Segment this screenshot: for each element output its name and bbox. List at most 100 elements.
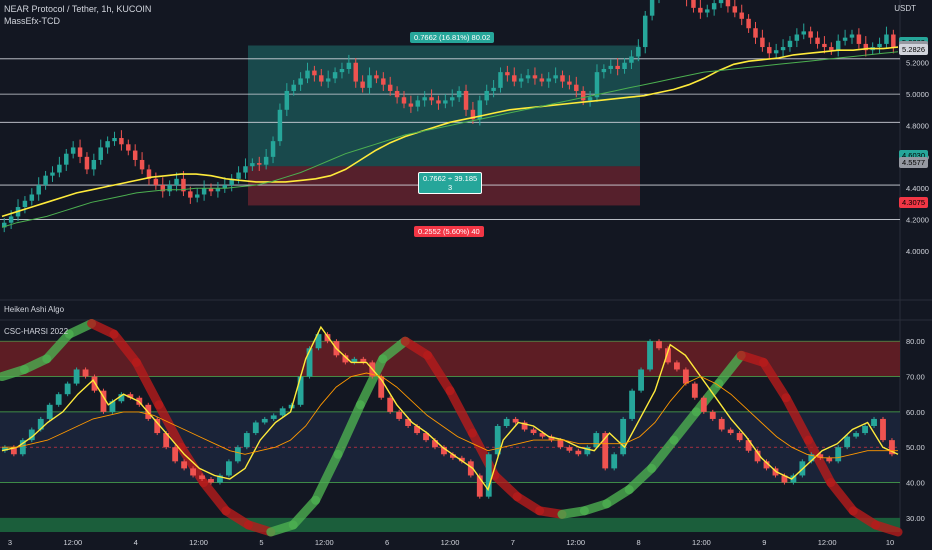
candle-body [84,156,90,170]
trend-wave-segment [109,329,141,367]
candle-body [560,75,565,82]
time-tick-label: 10 [886,538,894,547]
candle-body [525,75,531,79]
candle-body [215,188,221,192]
candle-body [608,65,614,70]
candle-body [718,0,724,4]
candle-body [787,40,793,48]
time-tick-label: 12:00 [692,538,711,547]
oscillator-candle-body [745,440,752,451]
trend-wave-segment [199,478,231,516]
time-tick-label: 12:00 [566,538,585,547]
oscillator-candle-body [862,426,868,434]
oscillator-candle-body [853,433,860,437]
price-tick-label: 4.8000 [906,121,929,130]
signal-line [2,372,898,459]
oscillator-tick-label: 40.00 [906,479,925,488]
candle-body [470,109,476,120]
trend-wave-segment [803,435,836,488]
candle-body [339,69,345,73]
oscillator-candle-body [190,468,196,476]
target-zone[interactable] [248,45,640,167]
candle-body [829,47,834,51]
candle-body [698,7,703,13]
position-label[interactable]: 0.7662 ÷ 39.185 3 [418,172,483,194]
candle-body [270,141,276,157]
oscillator-candle-body [548,436,555,441]
trend-wave-segment [288,495,321,530]
candle-body [332,72,338,79]
oscillator-candle-body [378,376,385,398]
candle-body [160,185,166,192]
candle-body [739,12,744,19]
oscillator-candle-body [584,447,591,455]
stop-label[interactable]: 0.2552 (5.60%) 40 [414,226,484,237]
candle-body [126,144,131,151]
candle-body [622,62,627,70]
oscillator-candle-body [656,341,662,349]
oscillator-candle-body [414,426,420,434]
symbol-title: NEAR Protocol / Tether, 1h, KUCOIN [4,4,152,14]
price-tick-label: 5.2000 [906,59,929,68]
oscillator-candle-body [539,433,546,437]
candle-body [236,172,241,179]
trend-wave-segment [333,400,365,459]
candle-body [250,163,255,167]
candle-body [36,185,41,195]
oscillator-candle-body [252,422,259,434]
oscillator-candle-body [64,383,71,395]
oscillator-candle-body [37,418,44,430]
oscillator-candle-body [100,390,107,412]
trend-wave-segment [871,520,903,537]
candle-body [401,97,407,104]
candle-body [518,78,524,82]
oscillator-candle-body [342,355,349,363]
candle-body [567,81,572,85]
oscillator-candle-body [243,433,250,448]
candle-body [201,188,207,195]
oscillator-candle-body [682,369,689,384]
oscillator-band [0,517,900,532]
candle-body [815,37,820,44]
candle-body [153,178,159,186]
candle-body [325,78,331,82]
position-label-qty: 3 [448,183,453,192]
oscillator-candle-body [566,447,573,451]
trend-wave-segment [781,393,813,445]
trend-wave-segment [311,449,343,505]
candle-body [367,75,372,88]
time-tick-label: 12:00 [315,538,334,547]
candle-body [546,78,551,82]
candle-body [532,75,538,79]
price-badge: 4.5577 [899,157,928,169]
candle-body [263,156,269,165]
time-tick-label: 3 [8,538,12,547]
candle-body [429,97,434,101]
price-badge: 4.6030 [899,150,928,162]
oscillator-candle-body [817,454,824,458]
trend-wave-segment [759,357,791,403]
candle-body [319,75,324,82]
oscillator-candle-body [306,348,313,377]
currency-label: USDT [894,4,916,13]
candle-body [381,78,386,85]
trend-wave-segment [826,478,858,516]
oscillator-candle-body [387,397,394,412]
candle-body [491,87,496,91]
candle-body [629,56,634,63]
oscillator-candle-body [754,450,761,462]
candle-body [64,153,69,165]
trend-wave-segment [131,357,164,410]
oscillator-candle-body [674,362,680,370]
trend-wave-segment [154,400,186,452]
oscillator-candle-body [28,429,35,441]
candle-body [243,166,248,173]
candle-body [835,40,841,51]
oscillator-candle-body [360,358,367,363]
oscillator-candle-body [432,440,438,448]
target-label[interactable]: 0.7662 (16.81%) 80.02 [410,32,495,43]
candle-body [725,0,731,7]
candle-body [443,100,448,104]
oscillator-candle-body [718,418,725,430]
